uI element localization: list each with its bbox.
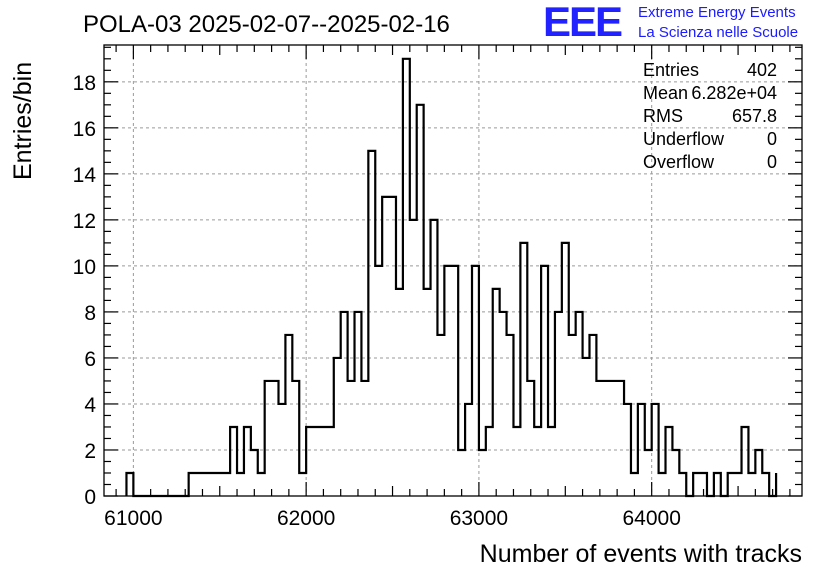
y-tick-label: 16: [73, 118, 96, 141]
y-tick-label: 0: [84, 486, 96, 509]
y-tick-label: 6: [84, 348, 96, 371]
stats-underflow-label: Underflow: [643, 129, 725, 149]
eee-logo-mark: EEE: [543, 0, 623, 45]
x-axis-label: Number of events with tracks: [480, 540, 802, 568]
stats-entries-label: Entries: [643, 60, 699, 80]
x-tick-label: 64000: [622, 507, 680, 530]
chart-title: POLA-03 2025-02-07--2025-02-16: [83, 11, 450, 38]
y-tick-label: 10: [73, 256, 96, 279]
y-axis-label: Entries/bin: [9, 62, 37, 180]
stats-overflow-value: 0: [767, 152, 777, 172]
x-tick-label: 63000: [450, 507, 508, 530]
y-tick-label: 14: [73, 164, 97, 187]
logo-line-1: Extreme Energy Events: [638, 4, 796, 21]
stats-rms-label: RMS: [643, 106, 683, 126]
stats-overflow-label: Overflow: [643, 152, 715, 172]
eee-logo: EEE Extreme Energy Events La Scienza nel…: [543, 0, 833, 46]
y-tick-label: 12: [73, 210, 96, 233]
stats-mean-label: Mean: [643, 83, 688, 103]
grid-lines: [104, 45, 802, 496]
plot-frame: [103, 44, 803, 497]
tick-labels: 61000 62000 63000 64000 0 2 4 6 8 10 12 14 16 18: [73, 72, 681, 530]
axis-ticks: [104, 45, 802, 497]
y-tick-label: 2: [84, 440, 96, 463]
stats-entries-value: 402: [747, 60, 777, 80]
y-tick-label: 8: [84, 302, 96, 325]
histogram-step-line: [125, 57, 778, 498]
logo-line-2: La Scienza nelle Scuole: [638, 24, 799, 41]
y-tick-label: 4: [84, 394, 96, 417]
x-tick-label: 61000: [104, 507, 162, 530]
x-tick-label: 62000: [277, 507, 335, 530]
stats-box: Entries 402 Mean 6.282e+04 RMS 657.8 Und…: [643, 60, 777, 172]
y-tick-label: 18: [73, 72, 96, 95]
stats-mean-value: 6.282e+04: [691, 83, 777, 103]
stats-underflow-value: 0: [767, 129, 777, 149]
stats-rms-value: 657.8: [732, 106, 777, 126]
